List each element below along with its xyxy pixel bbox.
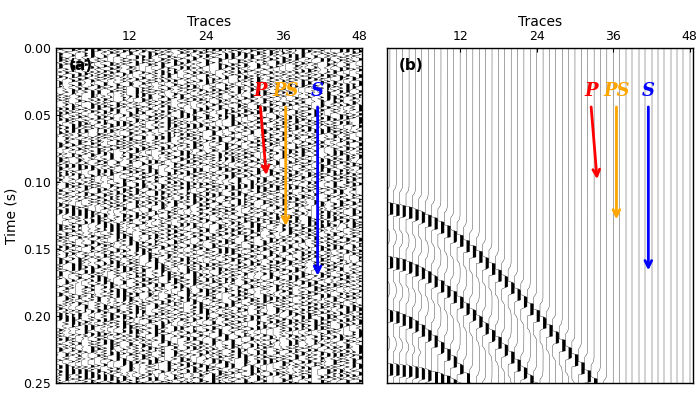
Text: PS: PS [603,82,630,100]
X-axis label: Traces: Traces [518,15,562,29]
X-axis label: Traces: Traces [187,15,231,29]
Text: (a): (a) [69,58,92,73]
Y-axis label: Time (s): Time (s) [5,187,19,244]
Text: (b): (b) [399,58,423,73]
Text: PS: PS [272,82,299,100]
Text: P: P [584,82,598,100]
Text: S: S [311,82,324,100]
Text: S: S [642,82,654,100]
Text: P: P [253,82,267,100]
